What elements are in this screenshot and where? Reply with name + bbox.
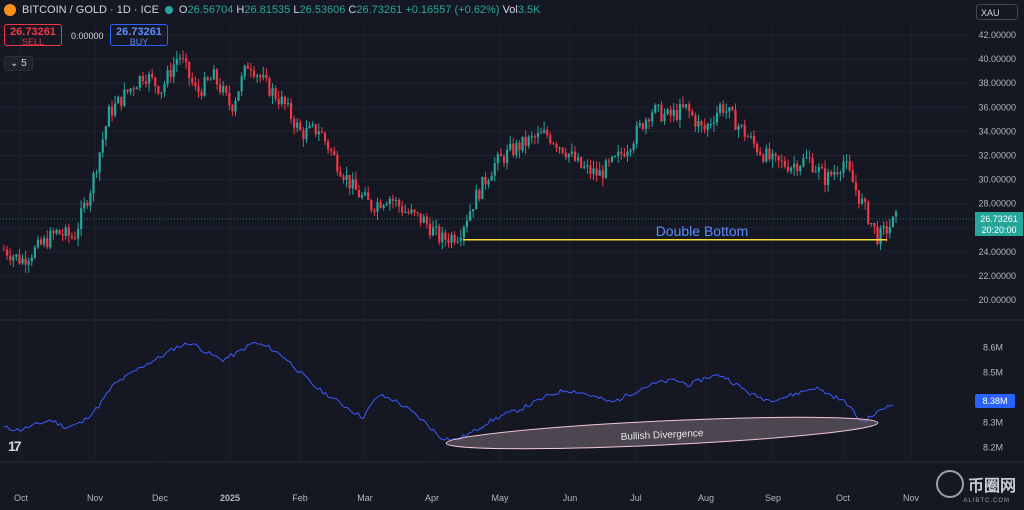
- bitcoin-icon: [4, 4, 16, 16]
- price-tick-label: 42.00000: [978, 30, 1016, 40]
- volume-tick-label: 8.3M: [983, 418, 1003, 428]
- time-tick-label: Dec: [152, 493, 169, 503]
- price-tick-label: 38.00000: [978, 78, 1016, 88]
- price-tick-label: 20.00000: [978, 295, 1016, 305]
- time-axis[interactable]: Oct Nov Dec 2025 Feb Mar Apr May Jun Jul Aug Sep Oct…: [14, 493, 920, 503]
- time-tick-label: Sep: [765, 493, 781, 503]
- chart-header: BITCOIN / GOLD · 1D · ICE O26.56704 H26.…: [4, 4, 541, 16]
- candles: [2, 50, 898, 273]
- time-tick-label: Aug: [698, 493, 714, 503]
- volume-tick-label: 8.6M: [983, 343, 1003, 353]
- ohlc-values: O26.56704 H26.81535 L26.53606 C26.73261 …: [178, 4, 541, 16]
- tradingview-logo-icon: 17: [8, 438, 22, 454]
- svg-text:26.73261: 26.73261: [980, 214, 1018, 224]
- buy-button[interactable]: 26.73261 BUY: [110, 24, 168, 47]
- chevron-down-icon: ⌄: [10, 58, 19, 69]
- svg-text:20:20:00: 20:20:00: [981, 225, 1016, 235]
- time-tick-label: Apr: [425, 493, 439, 503]
- indicator-collapse-button[interactable]: ⌄ 5: [4, 56, 33, 71]
- price-tick-label: 24.00000: [978, 247, 1016, 257]
- time-tick-label: Oct: [14, 493, 29, 503]
- grid-lines: [0, 25, 1024, 463]
- price-tick-label: 22.00000: [978, 271, 1016, 281]
- svg-text:8.38M: 8.38M: [982, 396, 1007, 406]
- time-tick-label: Mar: [357, 493, 373, 503]
- last-volume-label: 8.38M: [975, 394, 1015, 408]
- watermark-logo-icon: [935, 470, 964, 498]
- price-tick-label: 34.00000: [978, 126, 1016, 136]
- divergence-ellipse: [445, 416, 879, 450]
- volume-tick-label: 8.5M: [983, 368, 1003, 378]
- time-tick-label: Jun: [563, 493, 578, 503]
- volume-line: [3, 341, 894, 441]
- time-tick-label: Nov: [87, 493, 104, 503]
- time-tick-label: Oct: [836, 493, 851, 503]
- price-tick-label: 36.00000: [978, 102, 1016, 112]
- watermark: 币圈网 ALIBTC.COM: [935, 470, 1016, 504]
- time-tick-label: Jul: [630, 493, 642, 503]
- currency-selector[interactable]: XAU: [976, 4, 1018, 20]
- symbol-title[interactable]: BITCOIN / GOLD · 1D · ICE: [22, 4, 159, 16]
- time-tick-label: Feb: [292, 493, 308, 503]
- spread-value: 0.00000: [71, 31, 104, 41]
- price-tick-label: 28.00000: [978, 199, 1016, 209]
- price-tick-label: 32.00000: [978, 150, 1016, 160]
- last-price-label: 26.73261 20:20:00: [975, 212, 1023, 236]
- price-tick-label: 30.00000: [978, 175, 1016, 185]
- price-axis[interactable]: 42.00000 40.00000 38.00000 36.00000 34.00000…: [978, 30, 1016, 305]
- time-tick-label: May: [491, 493, 509, 503]
- market-open-icon: [164, 6, 173, 14]
- double-bottom-annotation: Double Bottom: [656, 223, 749, 239]
- sell-button[interactable]: 26.73261 SELL: [4, 24, 62, 47]
- time-tick-label: Nov: [903, 493, 920, 503]
- time-tick-label: 2025: [220, 493, 240, 503]
- volume-tick-label: 8.2M: [983, 443, 1003, 453]
- bullish-divergence-annotation: Bullish Divergence: [620, 428, 704, 443]
- price-tick-label: 40.00000: [978, 54, 1016, 64]
